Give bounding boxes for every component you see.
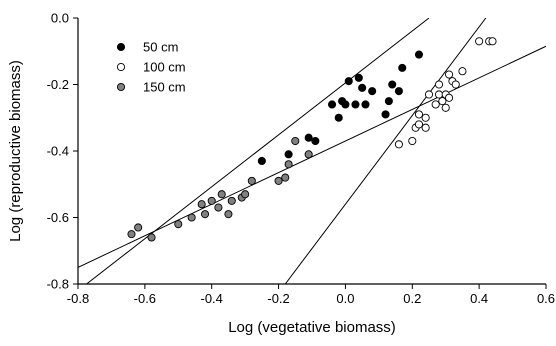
y-axis-title: Log (reproductive biomass) xyxy=(7,60,24,242)
point-150-cm xyxy=(174,220,183,229)
point-150-cm xyxy=(200,210,210,219)
point-150-cm xyxy=(217,190,226,199)
y-tick-label: 0.0 xyxy=(51,11,69,26)
legend-marker xyxy=(116,42,126,52)
legend-marker xyxy=(116,82,126,92)
legend-marker xyxy=(116,62,126,72)
point-100-cm xyxy=(414,110,424,119)
point-50-cm xyxy=(304,133,313,142)
point-100-cm xyxy=(421,113,430,122)
point-150-cm xyxy=(284,160,293,169)
x-tick-label: 0.0 xyxy=(336,291,354,306)
legend: 50 cm 100 cm 150 cm xyxy=(116,40,186,95)
x-tick-label: 0.2 xyxy=(403,291,421,306)
x-tick-label: -0.2 xyxy=(267,291,289,306)
x-tick-label: -0.6 xyxy=(134,291,156,306)
point-100-cm xyxy=(434,90,444,99)
point-150-cm xyxy=(207,196,216,205)
point-100-cm xyxy=(445,93,454,102)
point-100-cm xyxy=(438,97,447,106)
y-tick-label: -0.6 xyxy=(47,210,69,225)
point-150-cm xyxy=(134,223,143,232)
point-100-cm xyxy=(394,140,403,149)
point-150-cm xyxy=(304,150,313,159)
point-150-cm xyxy=(291,136,300,146)
point-100-cm xyxy=(451,80,460,89)
point-150-cm xyxy=(197,200,206,209)
fit-line-50-cm xyxy=(85,18,430,284)
point-150-cm xyxy=(274,176,283,185)
point-150-cm xyxy=(247,176,256,185)
point-50-cm xyxy=(341,100,350,109)
point-50-cm xyxy=(394,87,403,96)
point-50-cm xyxy=(388,80,397,89)
point-150-cm xyxy=(147,233,156,242)
point-100-cm xyxy=(424,90,434,99)
point-150-cm xyxy=(224,210,233,219)
legend-label: 100 cm xyxy=(143,60,186,75)
point-50-cm xyxy=(257,156,266,166)
x-axis-title: Log (vegetative biomass) xyxy=(228,319,396,336)
point-100-cm xyxy=(434,80,444,89)
point-100-cm xyxy=(445,70,454,79)
point-100-cm xyxy=(408,136,417,146)
y-tick-label: -0.2 xyxy=(47,77,69,92)
y-tick-label: -0.4 xyxy=(47,144,69,159)
x-tick-label: 0.6 xyxy=(537,291,555,306)
point-50-cm xyxy=(351,100,360,109)
data-points xyxy=(127,37,497,242)
axes xyxy=(77,18,546,285)
regression-lines xyxy=(78,18,546,284)
x-tick-label: -0.8 xyxy=(67,291,89,306)
tick-labels: -0.8 -0.6 -0.4 -0.2 0.0 0.2 0.4 0.6 0.0 -0.2 -0.4 -… xyxy=(47,11,555,307)
fit-line-150-cm xyxy=(78,45,546,268)
legend-label: 150 cm xyxy=(143,80,186,95)
point-150-cm xyxy=(241,190,250,199)
point-50-cm xyxy=(354,73,363,82)
x-tick-label: -0.4 xyxy=(201,291,223,306)
point-100-cm xyxy=(475,37,484,46)
y-tick-label: -0.8 xyxy=(47,277,69,292)
point-100-cm xyxy=(431,100,440,109)
point-50-cm xyxy=(384,97,393,106)
point-100-cm xyxy=(414,120,424,129)
point-50-cm xyxy=(311,136,320,146)
point-50-cm xyxy=(368,87,377,96)
point-50-cm xyxy=(414,50,424,59)
point-50-cm xyxy=(334,113,343,122)
point-150-cm xyxy=(187,213,196,222)
point-50-cm xyxy=(361,100,370,109)
point-150-cm xyxy=(227,196,236,205)
point-150-cm xyxy=(127,230,136,239)
legend-label: 50 cm xyxy=(143,40,178,55)
point-50-cm xyxy=(328,100,337,109)
point-150-cm xyxy=(281,173,290,182)
point-50-cm xyxy=(398,63,407,72)
point-100-cm xyxy=(488,37,497,46)
point-50-cm xyxy=(284,150,293,159)
point-50-cm xyxy=(344,77,353,86)
point-100-cm xyxy=(441,103,450,112)
point-50-cm xyxy=(381,110,390,119)
x-tick-label: 0.4 xyxy=(470,291,488,306)
point-100-cm xyxy=(458,67,467,76)
point-150-cm xyxy=(214,203,223,212)
point-100-cm xyxy=(421,123,430,132)
fit-line-100-cm xyxy=(284,18,487,284)
point-50-cm xyxy=(358,83,367,92)
